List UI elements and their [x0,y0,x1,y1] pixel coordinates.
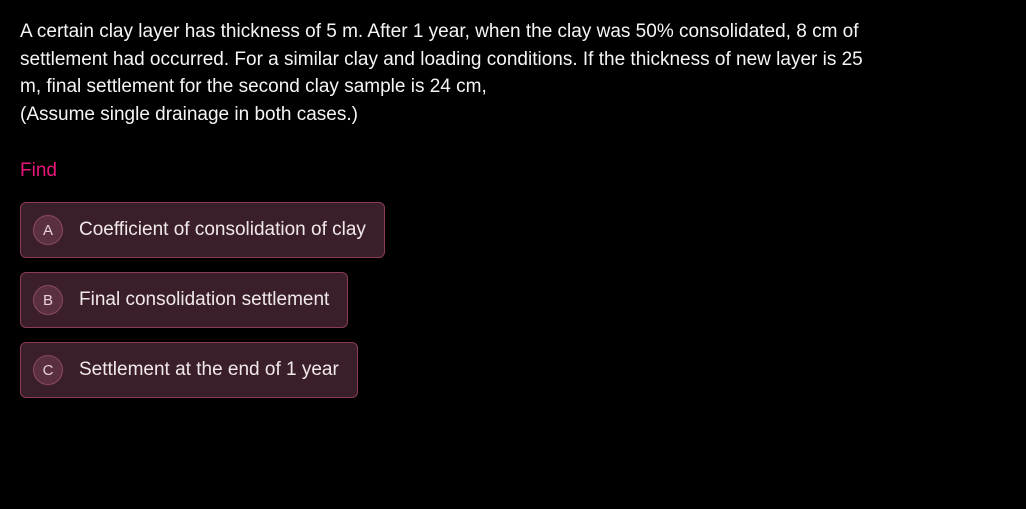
option-text-c: Settlement at the end of 1 year [79,359,339,381]
option-b[interactable]: B Final consolidation settlement [20,272,348,328]
option-c[interactable]: C Settlement at the end of 1 year [20,342,358,398]
option-letter-a: A [33,215,63,245]
option-text-a: Coefficient of consolidation of clay [79,219,366,241]
options-container: A Coefficient of consolidation of clay B… [20,202,1006,398]
find-label: Find [20,160,1006,182]
option-text-b: Final consolidation settlement [79,289,329,311]
option-a[interactable]: A Coefficient of consolidation of clay [20,202,385,258]
question-text: A certain clay layer has thickness of 5 … [20,18,870,128]
option-letter-c: C [33,355,63,385]
option-letter-b: B [33,285,63,315]
